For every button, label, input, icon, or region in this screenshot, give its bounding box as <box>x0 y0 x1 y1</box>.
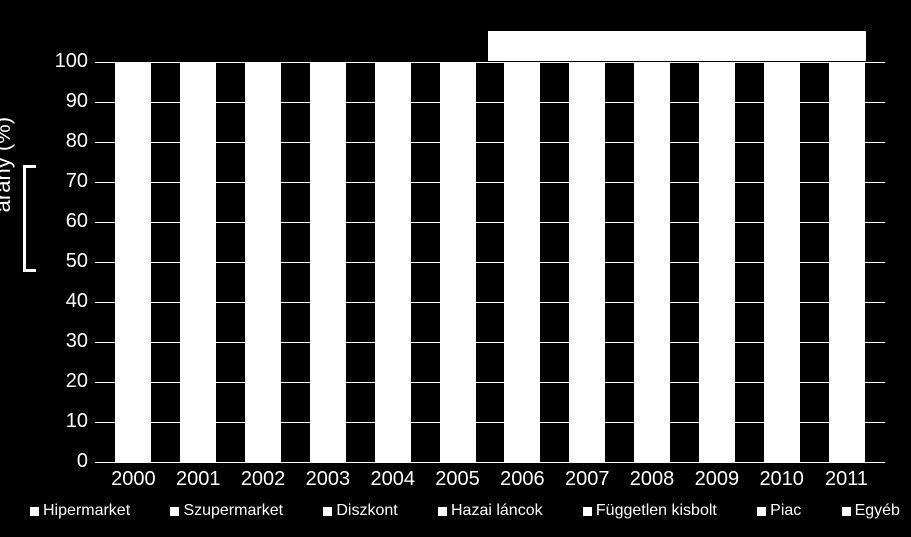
legend-swatch <box>757 507 766 516</box>
bar <box>634 62 670 462</box>
y-tick-label: 50 <box>38 250 88 273</box>
legend-item: Hipermarket <box>30 502 130 520</box>
legend-swatch <box>438 507 447 516</box>
left-bracket-top-tick <box>23 165 36 168</box>
bar-slot <box>814 62 879 462</box>
bar <box>440 62 476 462</box>
x-axis-labels: 2000200120022003200420052006200720082009… <box>95 468 885 491</box>
bar-slot <box>360 62 425 462</box>
legend-label: Hazai láncok <box>451 502 543 520</box>
bar-slot <box>295 62 360 462</box>
bar <box>699 62 735 462</box>
bar <box>375 62 411 462</box>
x-tick-label: 2005 <box>425 468 490 491</box>
bar <box>569 62 605 462</box>
bar <box>310 62 346 462</box>
y-tick-label: 0 <box>38 450 88 473</box>
x-tick-label: 2002 <box>231 468 296 491</box>
bar <box>829 62 865 462</box>
bar-slot <box>425 62 490 462</box>
legend-swatch <box>583 507 592 516</box>
gridline <box>95 462 885 463</box>
left-bracket-bottom-tick <box>23 269 36 272</box>
legend-item: Egyéb <box>842 502 900 520</box>
y-tick-label: 20 <box>38 370 88 393</box>
bar-slot <box>490 62 555 462</box>
legend-label: Független kisbolt <box>596 502 717 520</box>
bar-slot <box>684 62 749 462</box>
x-tick-label: 2001 <box>166 468 231 491</box>
bar-slot <box>620 62 685 462</box>
legend-item: Szupermarket <box>170 502 283 520</box>
legend-item: Piac <box>757 502 801 520</box>
bar-slot <box>231 62 296 462</box>
x-tick-label: 2009 <box>684 468 749 491</box>
bar <box>245 62 281 462</box>
y-tick-label: 60 <box>38 210 88 233</box>
legend-label: Szupermarket <box>183 502 283 520</box>
legend-swatch <box>30 507 39 516</box>
x-tick-label: 2003 <box>295 468 360 491</box>
y-tick-label: 90 <box>38 90 88 113</box>
bars-row <box>95 62 885 462</box>
legend-label: Egyéb <box>855 502 900 520</box>
y-tick-label: 70 <box>38 170 88 193</box>
y-tick-label: 80 <box>38 130 88 153</box>
legend-swatch <box>323 507 332 516</box>
x-tick-label: 2008 <box>620 468 685 491</box>
bar-slot <box>166 62 231 462</box>
x-tick-label: 2011 <box>814 468 879 491</box>
legend-label: Hipermarket <box>43 502 130 520</box>
legend-item: Diszkont <box>323 502 397 520</box>
legend: Hipermarket Szupermarket Diszkont Hazai lán… <box>20 502 910 520</box>
bar-slot <box>749 62 814 462</box>
x-tick-label: 2010 <box>749 468 814 491</box>
bar <box>764 62 800 462</box>
legend-label: Piac <box>770 502 801 520</box>
y-tick-label: 100 <box>38 50 88 73</box>
legend-item: Hazai láncok <box>438 502 543 520</box>
chart-container: arány (%) 200020012002200320042005200620… <box>10 10 901 527</box>
y-tick-label: 30 <box>38 330 88 353</box>
x-tick-label: 2004 <box>360 468 425 491</box>
bar <box>115 62 151 462</box>
y-tick-label: 10 <box>38 410 88 433</box>
bar-slot <box>101 62 166 462</box>
bar-slot <box>555 62 620 462</box>
left-bracket-vertical <box>23 165 26 272</box>
legend-swatch <box>170 507 179 516</box>
x-tick-label: 2006 <box>490 468 555 491</box>
legend-item: Független kisbolt <box>583 502 717 520</box>
legend-swatch <box>842 507 851 516</box>
x-tick-label: 2007 <box>555 468 620 491</box>
top-overlay-box <box>488 31 866 61</box>
bar <box>180 62 216 462</box>
x-tick-label: 2000 <box>101 468 166 491</box>
bar <box>504 62 540 462</box>
y-axis-title: arány (%) <box>0 117 16 212</box>
y-tick-label: 40 <box>38 290 88 313</box>
legend-label: Diszkont <box>336 502 397 520</box>
